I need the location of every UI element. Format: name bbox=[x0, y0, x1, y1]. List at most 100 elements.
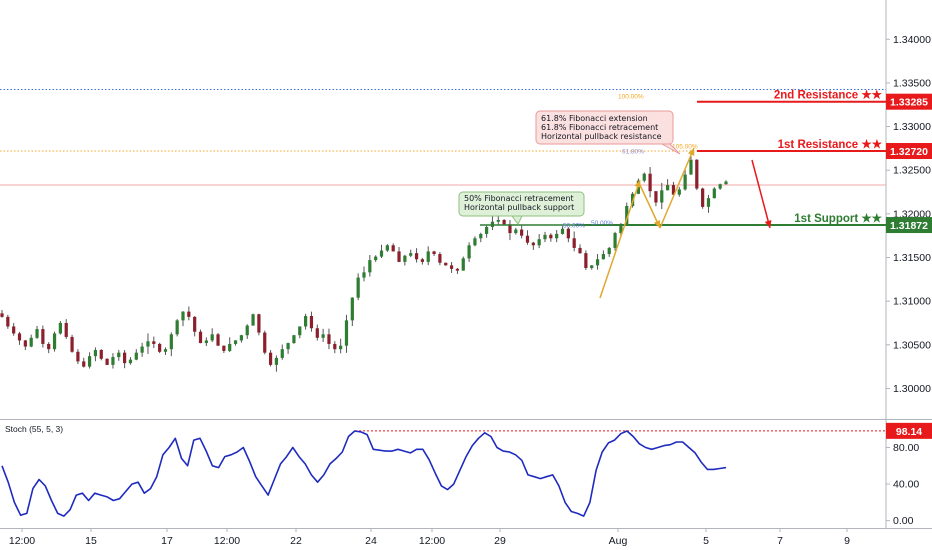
candle-down bbox=[315, 328, 319, 338]
candle-down bbox=[123, 352, 127, 364]
projection-arrow-head bbox=[764, 220, 772, 228]
candle-up bbox=[210, 334, 214, 341]
price-badge-label: 1.31872 bbox=[890, 220, 928, 232]
candle-up bbox=[590, 265, 594, 268]
candle-up bbox=[485, 226, 489, 234]
fibonacci-leg-arrow bbox=[659, 147, 695, 229]
price-badge bbox=[886, 93, 932, 110]
price-tick-label: 1.32500 bbox=[893, 165, 931, 177]
level-label: 2nd Resistance ★★ bbox=[774, 89, 883, 102]
price-badge-label: 1.32720 bbox=[890, 146, 928, 158]
candle-down bbox=[525, 235, 530, 243]
candle-down bbox=[566, 228, 570, 239]
candle-up bbox=[385, 245, 389, 251]
time-tick-label: Aug bbox=[609, 535, 628, 547]
candle-down bbox=[671, 185, 676, 195]
price-tick-label: 1.31000 bbox=[893, 296, 931, 308]
candle-up bbox=[274, 357, 279, 365]
candle-up bbox=[683, 174, 687, 190]
candle-down bbox=[12, 326, 16, 334]
fibonacci-leg-arrow-head bbox=[687, 148, 695, 156]
candle-down bbox=[6, 316, 10, 327]
candle-up bbox=[461, 258, 465, 271]
candle-down bbox=[695, 159, 699, 189]
fibonacci-leg-arrow bbox=[639, 184, 661, 229]
candle-up bbox=[146, 341, 150, 347]
candle-up bbox=[339, 345, 343, 350]
resistance-note-text: 61.8% Fibonacci extension bbox=[541, 114, 648, 123]
candle-up bbox=[426, 251, 430, 262]
candle-down bbox=[333, 343, 337, 350]
candle-down bbox=[508, 224, 512, 234]
candle-up bbox=[660, 190, 664, 203]
level-label: 1st Support ★★ bbox=[794, 212, 882, 225]
candle-up bbox=[87, 356, 92, 367]
time-tick-label: 9 bbox=[844, 535, 850, 547]
candle-down bbox=[216, 334, 220, 346]
time-tick-label: 5 bbox=[703, 535, 709, 547]
candle-down bbox=[531, 242, 535, 246]
support-note-pointer bbox=[511, 215, 523, 225]
candle-up bbox=[117, 352, 121, 358]
candle-down bbox=[263, 332, 267, 353]
price-tick-label: 1.33000 bbox=[893, 121, 931, 133]
candle-up bbox=[374, 256, 378, 261]
fibonacci-level-label: 50.00% bbox=[563, 222, 585, 229]
candle-down bbox=[309, 315, 314, 329]
fibonacci-leg-arrow-head bbox=[634, 180, 641, 188]
candle-down bbox=[70, 336, 74, 352]
resistance-note-text: 61.8% Fibonacci retracement bbox=[541, 123, 658, 132]
candle-down bbox=[64, 322, 68, 337]
candle-down bbox=[397, 251, 401, 262]
candle-down bbox=[578, 247, 582, 254]
candle-up bbox=[163, 349, 168, 352]
candle-up bbox=[128, 359, 133, 364]
candle-down bbox=[327, 334, 331, 344]
support-note-text: Horizontal pullback support bbox=[464, 203, 574, 212]
candle-up bbox=[514, 229, 518, 234]
candle-down bbox=[187, 311, 191, 317]
candle-down bbox=[105, 358, 109, 365]
indicator-tick-label: 80.00 bbox=[893, 442, 919, 454]
candle-down bbox=[76, 351, 80, 362]
candle-up bbox=[619, 224, 623, 234]
resistance-note-box bbox=[535, 110, 674, 145]
price-badge bbox=[886, 217, 932, 234]
indicator-title: Stoch (55, 5, 3) bbox=[5, 424, 63, 434]
candle-up bbox=[601, 254, 605, 260]
candle-down bbox=[572, 238, 576, 248]
candle-up bbox=[560, 228, 565, 234]
resistance-note-pointer bbox=[660, 143, 681, 155]
time-tick-label: 12:00 bbox=[419, 535, 445, 547]
candle-up bbox=[467, 245, 471, 259]
candle-up bbox=[344, 320, 349, 346]
time-tick-label: 7 bbox=[777, 535, 783, 547]
candle-up bbox=[362, 272, 366, 278]
candle-down bbox=[455, 268, 460, 271]
candle-up bbox=[245, 325, 249, 336]
fibonacci-level-label: 105.00% bbox=[672, 144, 698, 151]
time-tick-label: 15 bbox=[85, 535, 97, 547]
candle-up bbox=[93, 350, 98, 357]
candle-up bbox=[58, 322, 62, 334]
candle-up bbox=[321, 334, 325, 338]
fibonacci-level-label: 61.80% bbox=[622, 149, 644, 156]
fibonacci-leg-arrow bbox=[599, 179, 641, 299]
time-tick-label: 17 bbox=[161, 535, 173, 547]
candle-up bbox=[111, 357, 115, 365]
candle-down bbox=[432, 251, 436, 255]
candle-up bbox=[724, 181, 728, 185]
candle-down bbox=[268, 352, 273, 365]
candle-down bbox=[584, 253, 588, 268]
candle-down bbox=[193, 316, 197, 332]
candle-down bbox=[654, 191, 658, 203]
level-label: 1st Resistance ★★ bbox=[778, 138, 883, 151]
candle-down bbox=[391, 245, 395, 252]
candle-up bbox=[613, 233, 617, 248]
stochastic-line bbox=[1, 430, 727, 517]
candle-up bbox=[636, 180, 641, 194]
candle-up bbox=[169, 334, 173, 350]
